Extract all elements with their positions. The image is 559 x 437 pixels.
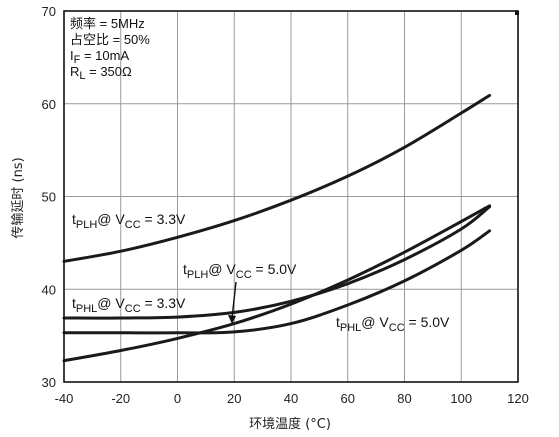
x-tick-label: 0 <box>174 391 181 406</box>
label-tplh-3v3: tPLH@ VCC = 3.3V <box>72 211 186 231</box>
y-tick-label: 70 <box>42 4 56 19</box>
curve-tplh-5v0 <box>62 204 492 363</box>
grid-lines <box>64 11 518 382</box>
condition-line: 频率 = 5MHz <box>70 16 145 31</box>
x-tick-label: 20 <box>227 391 241 406</box>
condition-line: IF = 10mA <box>70 48 129 66</box>
curve-tphl-3v3 <box>62 205 492 320</box>
curve-tphl-5v0 <box>62 229 492 335</box>
label-tphl-3v3: tPHL@ VCC = 3.3V <box>72 295 186 315</box>
x-axis-label: 环境温度 (°C) <box>249 416 331 432</box>
x-tick-labels: -40 -20 0 20 40 60 80 100 120 <box>55 391 529 406</box>
condition-line: 占空比 = 50% <box>70 32 150 47</box>
condition-line: RL = 350Ω <box>70 64 132 82</box>
curves <box>62 93 492 363</box>
series-labels: tPLH@ VCC = 3.3V tPLH@ VCC = 5.0V tPHL@ VC… <box>72 211 450 334</box>
top-right-marker <box>515 11 519 15</box>
y-tick-label: 50 <box>42 190 56 205</box>
y-tick-label: 60 <box>42 97 56 112</box>
y-tick-label: 40 <box>42 282 56 297</box>
label-tplh-5v0: tPLH@ VCC = 5.0V <box>183 261 297 281</box>
x-tick-label: 120 <box>507 391 529 406</box>
y-tick-label: 30 <box>42 375 56 390</box>
x-tick-label: 40 <box>284 391 298 406</box>
x-tick-label: 100 <box>450 391 472 406</box>
x-tick-label: -20 <box>111 391 130 406</box>
y-tick-labels: 30 40 50 60 70 <box>42 4 56 390</box>
x-tick-label: 60 <box>341 391 355 406</box>
annotation-arrow-head <box>228 315 236 324</box>
plot-frame <box>63 10 519 383</box>
x-tick-label: 80 <box>397 391 411 406</box>
annotation-arrow <box>231 281 237 319</box>
y-axis-label: 传输延时 (ns) <box>10 157 26 238</box>
label-tphl-5v0: tPHL@ VCC = 5.0V <box>336 314 450 334</box>
curve-tplh-3v3 <box>62 93 492 263</box>
x-tick-label: -40 <box>55 391 74 406</box>
